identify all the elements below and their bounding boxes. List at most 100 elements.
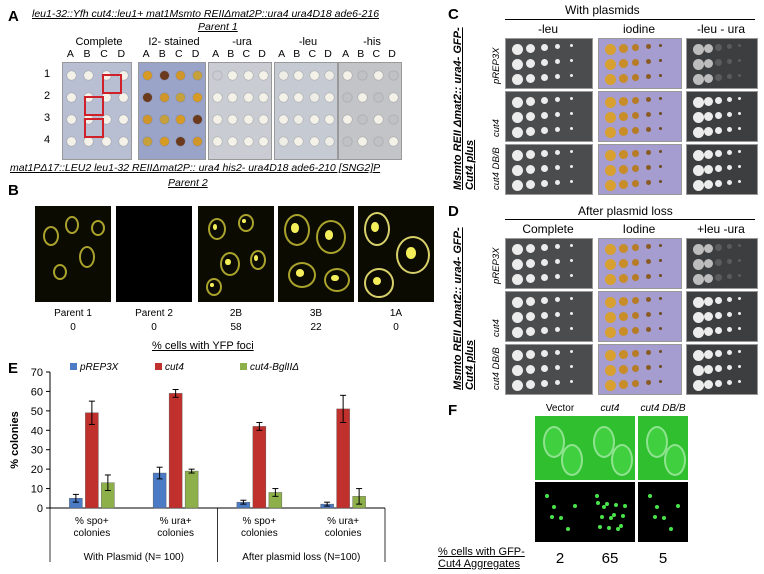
yfp-micrograph (35, 206, 111, 302)
spot-colony (704, 274, 714, 283)
spot-colony (555, 297, 561, 302)
spot-colony (512, 97, 523, 108)
spot-colony (632, 165, 640, 172)
gfp-aggregate-spot (609, 516, 613, 520)
spot-colony (659, 150, 663, 153)
category-label: colonies (325, 528, 362, 539)
cell-outline (91, 220, 105, 236)
spot-colony (693, 365, 704, 376)
spot-colony (704, 259, 714, 268)
spot-colony (645, 259, 651, 264)
cell-outline (208, 218, 226, 240)
spot-colony (659, 350, 663, 353)
gfp-aggregate-spot (573, 504, 577, 508)
spot-colony (659, 74, 663, 77)
spot-colony (726, 74, 732, 79)
legend-label: cut4 (165, 362, 184, 373)
gfp-aggregate-spot (545, 494, 549, 498)
foci-percentage: 0 (151, 322, 157, 333)
spot-colony (715, 74, 723, 81)
colony (343, 137, 352, 146)
gfp-fluorescence-image (535, 482, 585, 542)
spot-colony (526, 180, 536, 189)
spot-colony (704, 244, 714, 253)
colony (373, 93, 383, 102)
colony (193, 137, 202, 146)
legend-swatch (70, 363, 77, 370)
spot-colony (645, 59, 651, 64)
spot-colony (512, 180, 523, 191)
spot-plate (686, 91, 758, 142)
bar (184, 470, 199, 509)
colony (373, 137, 383, 146)
agar-plate (208, 62, 272, 160)
colony (259, 115, 268, 124)
colony (67, 137, 76, 146)
colony (358, 137, 368, 146)
spot-colony (737, 165, 741, 168)
spot-colony (659, 59, 663, 62)
spot-colony (605, 327, 616, 338)
spot-colony (512, 259, 523, 270)
gfp-aggregate-spot (552, 505, 556, 509)
yfp-focus (296, 269, 304, 277)
spot-colony (645, 74, 651, 79)
image-label: 2B (229, 308, 243, 319)
colony (176, 71, 186, 80)
spot-colony (645, 327, 651, 332)
gfp-aggregate-spot (655, 505, 659, 509)
cell-outline (43, 226, 59, 246)
spot-colony (605, 165, 616, 176)
spot-colony (512, 297, 523, 308)
spot-colony (618, 297, 628, 306)
gfp-aggregate-spot (662, 516, 666, 520)
spot-colony (645, 350, 651, 355)
colony (119, 137, 128, 146)
spot-colony (618, 350, 628, 359)
strain-row-label: cut4 DB/B (491, 347, 502, 390)
category-label: % spo+ (243, 516, 277, 527)
colony (213, 115, 222, 124)
spot-colony (726, 244, 732, 249)
spot-plate (598, 91, 682, 142)
spot-colony (645, 97, 651, 102)
spot-colony (726, 365, 732, 370)
colony (176, 93, 186, 102)
spot-colony (693, 59, 704, 70)
colony (228, 137, 238, 146)
spot-plate (598, 344, 682, 395)
spot-colony (618, 365, 628, 374)
spot-colony (618, 150, 628, 159)
spot-colony (555, 150, 561, 155)
cell-outline (593, 426, 615, 458)
legend-label: pREP3X (79, 362, 119, 373)
gfp-aggregate-spot (616, 527, 620, 531)
colony (159, 115, 169, 124)
panel-f-letter: F (448, 402, 458, 419)
spot-condition-label: -leu (537, 22, 558, 36)
spot-condition-label: +leu -ura (697, 222, 745, 236)
spot-colony (693, 150, 704, 161)
spot-plate (686, 144, 758, 195)
colony (213, 137, 222, 146)
spot-colony (693, 165, 704, 176)
spot-colony (632, 127, 640, 134)
y-tick-label: 60 (31, 386, 43, 398)
spot-colony (569, 127, 573, 130)
bar (85, 412, 99, 509)
spot-colony (632, 297, 640, 304)
foci-percentage: 0 (393, 322, 399, 333)
panel-e-letter: E (8, 360, 19, 377)
colony (213, 71, 222, 80)
spot-colony (715, 274, 723, 281)
spot-colony (726, 59, 732, 64)
category-label: colonies (74, 528, 111, 539)
gfp-aggregate-spot (676, 504, 680, 508)
colony (213, 93, 222, 102)
gfp-aggregates-caption: % cells with GFP- Cut4 Aggregates (438, 546, 525, 570)
gfp-aggregate-value: 5 (658, 550, 668, 567)
spot-colony (632, 274, 640, 281)
y-tick-label: 10 (31, 484, 43, 496)
column-letter: D (258, 48, 266, 60)
